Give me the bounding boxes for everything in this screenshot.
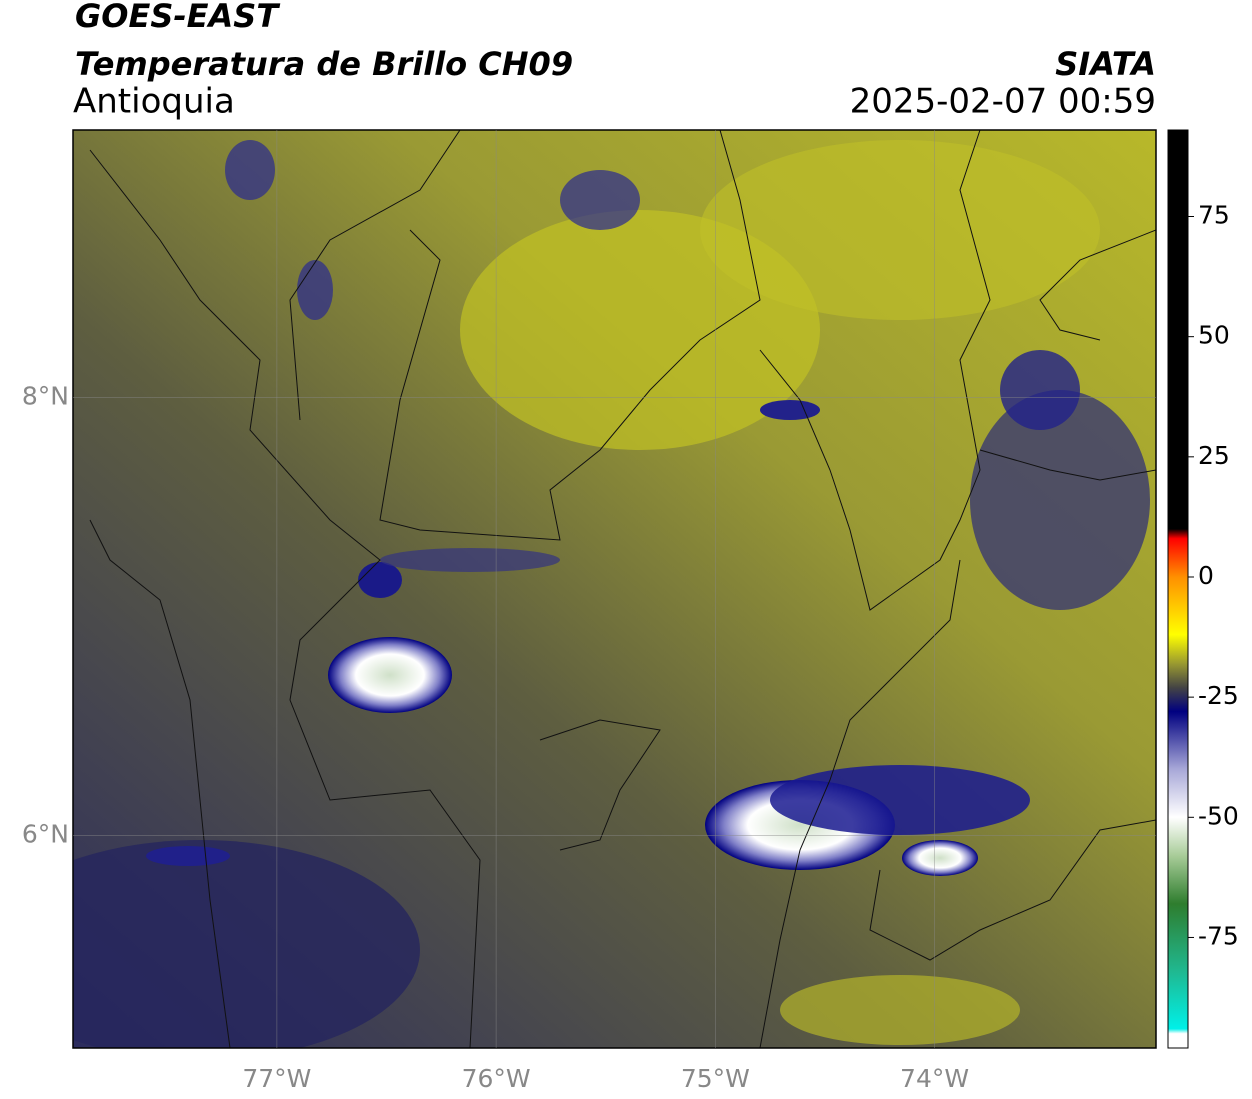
cloud (358, 562, 402, 598)
border (759, 559, 961, 1048)
cloud (770, 765, 1030, 835)
cloud (380, 548, 560, 572)
border (979, 449, 1156, 481)
cloud (225, 140, 275, 200)
colorbar-tick-label: -50 (1198, 801, 1239, 830)
border (1039, 229, 1156, 341)
datetime: 2025-02-07 00:59 (850, 82, 1156, 122)
cloud (146, 846, 230, 866)
border (869, 819, 1156, 961)
colorbar (1167, 129, 1189, 1049)
cloud (1000, 350, 1080, 430)
border (759, 130, 991, 611)
source: SIATA (1055, 45, 1156, 83)
y-tick-label: 6°N (22, 819, 69, 848)
colorbar-tick-label: 75 (1198, 201, 1230, 230)
cloud (297, 260, 333, 320)
border (89, 519, 231, 1048)
borders (89, 130, 1156, 1048)
border (379, 130, 761, 541)
colorbar-tick-label: 50 (1198, 321, 1230, 350)
x-tick-label: 74°W (900, 1064, 969, 1093)
colorbar-tick-label: 25 (1198, 441, 1230, 470)
y-tick-label: 8°N (22, 381, 69, 410)
x-tick-label: 76°W (462, 1064, 531, 1093)
colorbar-tick-label: -75 (1198, 921, 1239, 950)
cold-area (970, 390, 1150, 610)
border (89, 149, 481, 1048)
map-frame (72, 129, 1157, 1049)
region: Antioquia (73, 82, 235, 122)
cloud (902, 840, 978, 876)
subtitle: Temperatura de Brillo CH09 (75, 45, 573, 83)
warm-area (700, 140, 1100, 320)
cloud (760, 400, 820, 420)
title: GOES-EAST (75, 0, 280, 35)
warm-area (780, 975, 1020, 1045)
border (539, 719, 661, 851)
x-tick-label: 77°W (242, 1064, 311, 1093)
x-tick-label: 75°W (681, 1064, 750, 1093)
colorbar-tick-label: -25 (1198, 681, 1239, 710)
cloud (560, 170, 640, 230)
colorbar-tick-label: 0 (1198, 561, 1214, 590)
cloud (328, 637, 452, 713)
border (289, 130, 461, 421)
map-field (73, 130, 1156, 1048)
cold-area (73, 840, 420, 1048)
